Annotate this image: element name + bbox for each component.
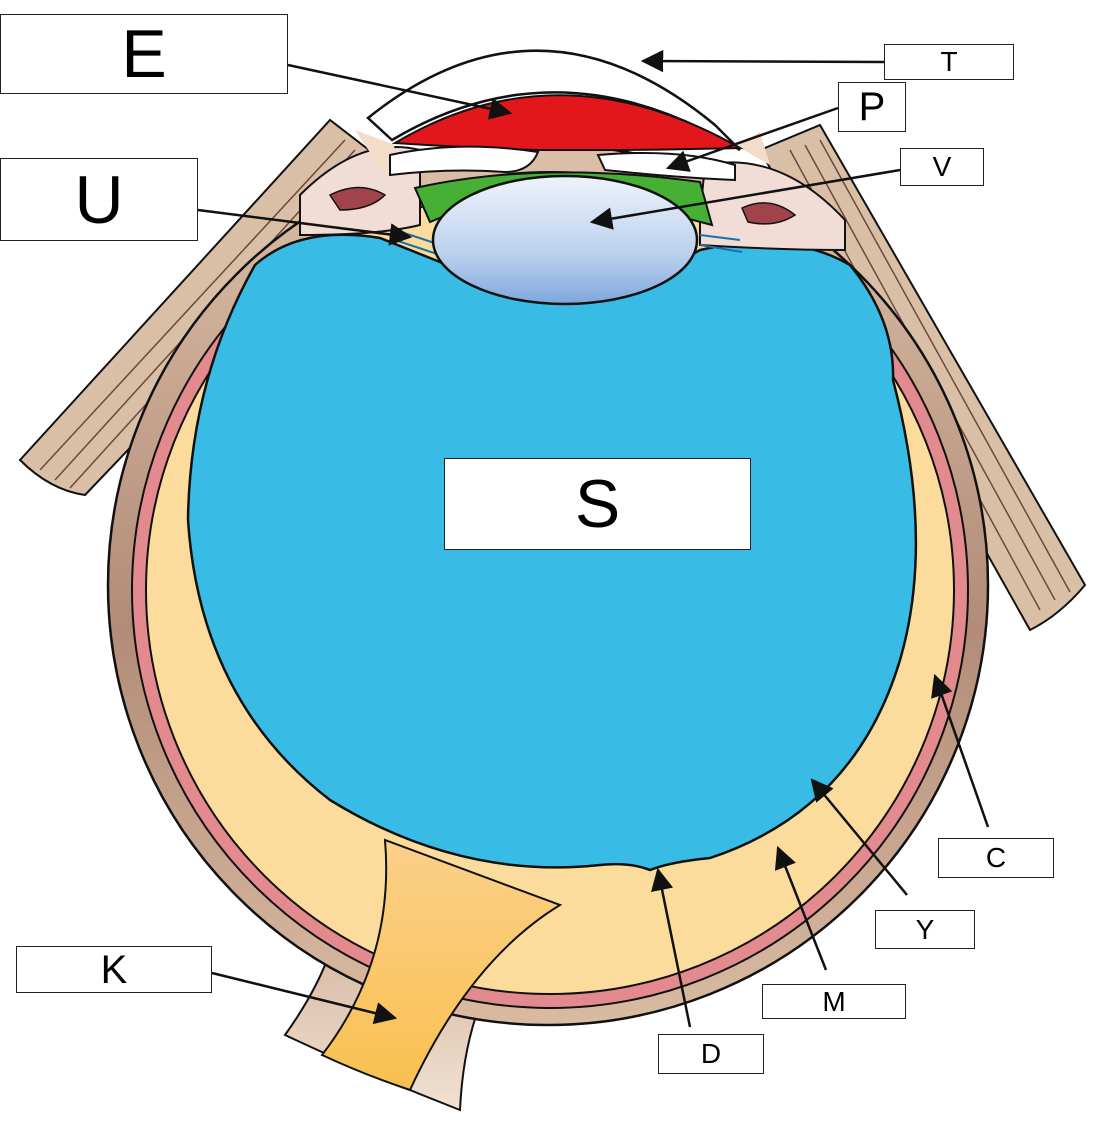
label-box-U: U xyxy=(0,158,198,241)
label-box-M: M xyxy=(762,984,906,1019)
pointer-Y xyxy=(810,778,908,896)
pointer-U xyxy=(197,208,413,246)
label-box-V: V xyxy=(900,148,984,186)
optic-nerve xyxy=(320,838,563,1092)
label-box-T: T xyxy=(884,44,1014,80)
label-box-E: E xyxy=(0,14,288,94)
label-box-S: S xyxy=(444,458,751,550)
iris-left xyxy=(389,145,540,177)
pointer-V xyxy=(589,168,901,230)
pointer-D xyxy=(651,867,692,1028)
pointer-K xyxy=(211,971,398,1025)
pointer-T xyxy=(640,49,885,73)
label-box-Y: Y xyxy=(875,910,975,949)
pointer-P xyxy=(665,106,839,172)
label-box-D: D xyxy=(658,1034,764,1074)
pointer-E xyxy=(287,63,513,120)
pointer-C xyxy=(931,673,990,828)
lens xyxy=(431,174,699,306)
label-box-P: P xyxy=(838,82,906,132)
pointer-M xyxy=(774,845,828,971)
label-box-C: C xyxy=(938,838,1054,878)
label-box-K: K xyxy=(16,946,212,993)
